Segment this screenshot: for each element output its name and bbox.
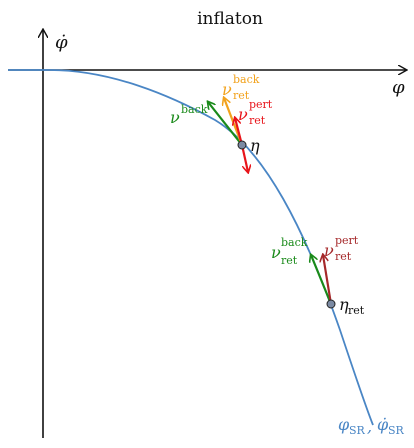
nu-ret-back-arrow-lower: [311, 255, 333, 305]
svg-text:SR: SR: [388, 424, 405, 437]
svg-text:,: ,: [367, 417, 372, 436]
label-nu-ret-pert-lower: ν pert ret: [324, 234, 359, 263]
eta-point: [237, 140, 247, 150]
svg-text:back: back: [181, 103, 208, 116]
svg-text:φ̇: φ̇: [55, 32, 68, 53]
svg-text:ret: ret: [348, 304, 365, 317]
svg-text:ret: ret: [335, 250, 352, 263]
diagram-title: inflaton: [197, 9, 263, 29]
svg-text:ret: ret: [281, 254, 298, 267]
label-eta-ret: η ret: [339, 295, 365, 317]
svg-text:φ: φ: [338, 415, 350, 434]
svg-text:ν: ν: [324, 241, 334, 260]
svg-text:back: back: [233, 73, 260, 86]
label-nu-back: ν back: [170, 103, 208, 127]
label-nu-ret-back-lower: ν back ret: [271, 236, 308, 267]
svg-text:ν: ν: [222, 80, 232, 99]
label-nu-ret-pert-upper: ν pert ret: [238, 98, 273, 127]
svg-text:φ̇: φ̇: [377, 415, 389, 434]
svg-text:ν: ν: [238, 105, 248, 124]
inflaton-trajectory: [8, 69, 374, 426]
svg-text:SR: SR: [349, 424, 366, 437]
x-axis-label: φ: [392, 77, 405, 98]
svg-text:pert: pert: [335, 234, 359, 247]
svg-text:pert: pert: [249, 98, 273, 111]
label-nu-ret-back-upper: ν back ret: [222, 73, 260, 102]
nu-ret-pert-arrow-lower: [323, 255, 333, 305]
svg-text:ret: ret: [249, 114, 266, 127]
eta-ret-point: [326, 299, 336, 309]
label-eta: η: [250, 136, 260, 155]
svg-text:ret: ret: [233, 89, 250, 102]
nu-ret-pert-arrow-upper: [235, 118, 244, 146]
nu-back-arrow: [208, 102, 243, 146]
svg-text:back: back: [281, 236, 308, 249]
svg-text:ν: ν: [271, 243, 281, 262]
svg-text:ν: ν: [170, 108, 180, 127]
perturbation-arrow-down: [240, 144, 248, 172]
label-slow-roll: φ SR , φ̇ SR: [338, 415, 405, 437]
y-axis-label: φ̇: [55, 32, 68, 53]
svg-text:η: η: [339, 295, 349, 314]
